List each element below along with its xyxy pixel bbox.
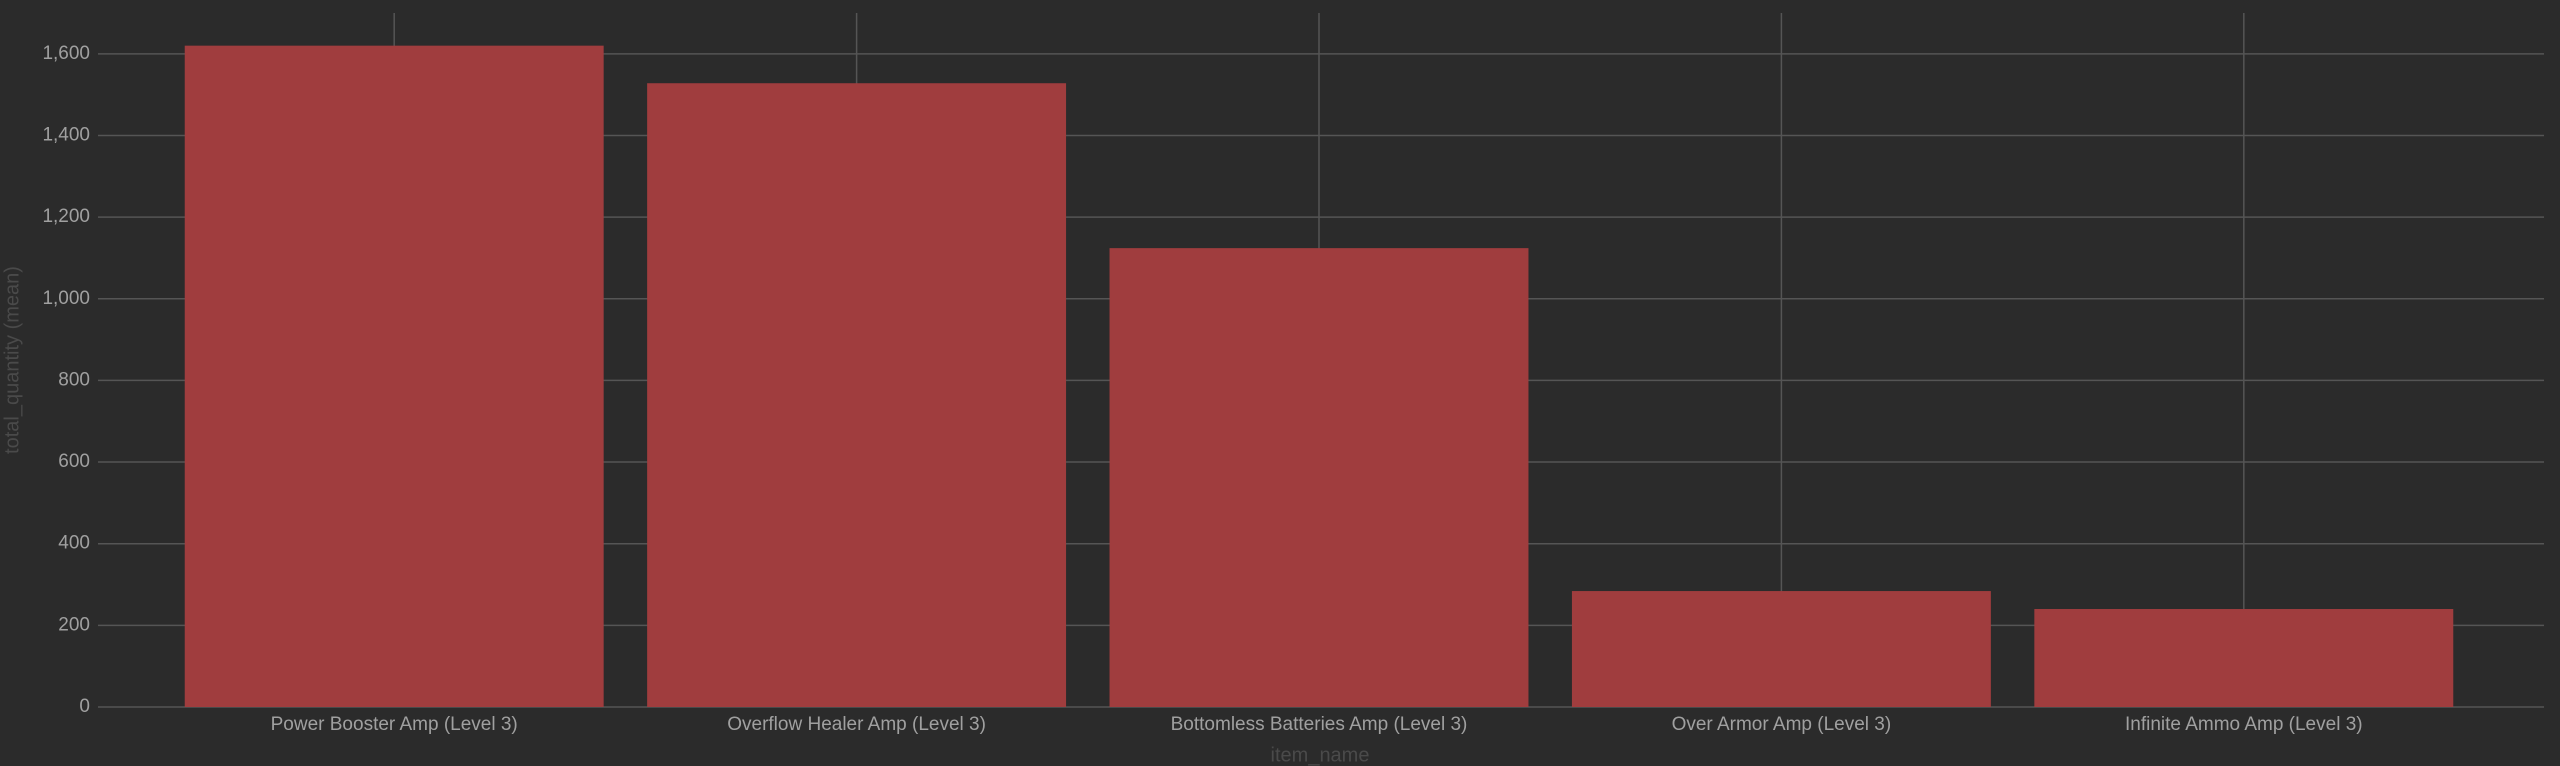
- x-tick-label: Power Booster Amp (Level 3): [271, 714, 518, 735]
- y-tick-label: 400: [58, 533, 90, 554]
- y-tick-label: 600: [58, 451, 90, 472]
- y-tick-label: 800: [58, 369, 90, 390]
- x-tick-label: Infinite Ammo Amp (Level 3): [2125, 714, 2363, 735]
- x-tick-label: Bottomless Batteries Amp (Level 3): [1171, 714, 1468, 735]
- x-tick-label: Overflow Healer Amp (Level 3): [727, 714, 986, 735]
- bar: [1571, 591, 1991, 707]
- bar: [647, 83, 1067, 707]
- y-tick-label: 1,000: [42, 288, 90, 309]
- x-axis-title: item_name: [1271, 744, 1370, 766]
- bar: [1109, 248, 1529, 707]
- y-tick-label: 0: [79, 696, 90, 717]
- bar: [2034, 609, 2454, 707]
- bar: [184, 45, 604, 708]
- y-tick-label: 1,200: [42, 206, 90, 227]
- y-axis-title: total_quantity (mean): [1, 266, 23, 454]
- y-tick-label: 200: [58, 614, 90, 635]
- y-tick-label: 1,400: [42, 124, 90, 145]
- y-tick-label: 1,600: [42, 43, 90, 64]
- x-tick-label: Over Armor Amp (Level 3): [1672, 714, 1892, 735]
